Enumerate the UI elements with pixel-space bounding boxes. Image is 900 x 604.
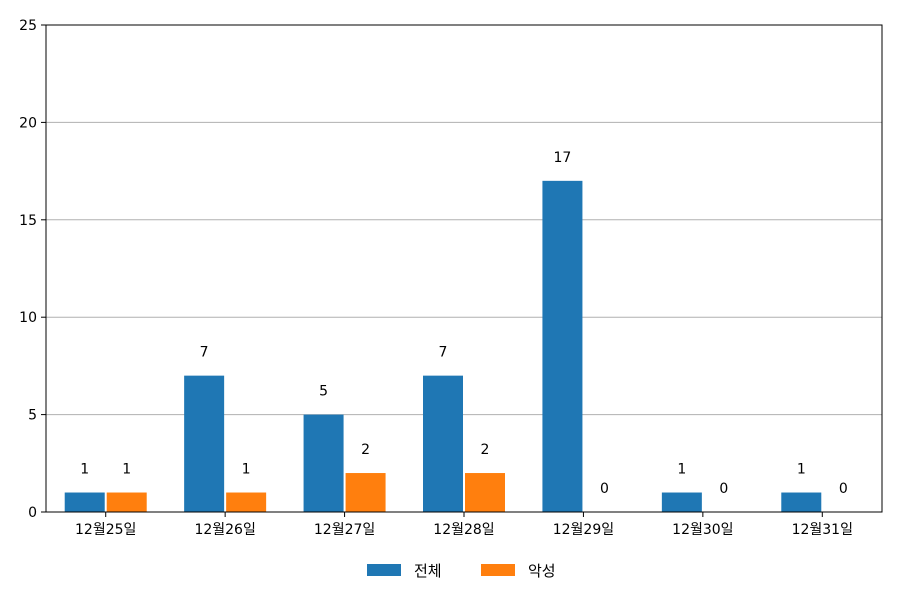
data-label-malicious-5: 0: [719, 481, 728, 497]
bar-malicious-0: [106, 492, 147, 512]
data-label-total-1: 7: [200, 345, 209, 361]
legend-swatch-total: [367, 564, 401, 576]
data-label-total-3: 7: [439, 345, 448, 361]
y-tick-label-20: 20: [19, 115, 37, 131]
data-label-malicious-6: 0: [839, 481, 848, 497]
x-tick-label-2: 12월27일: [314, 522, 375, 538]
data-label-malicious-0: 1: [122, 462, 131, 478]
legend-swatch-malicious: [481, 564, 515, 576]
y-tick-label-5: 5: [28, 408, 37, 424]
legend: 전체 악성: [367, 562, 556, 580]
x-tick-label-6: 12월31일: [792, 522, 853, 538]
y-axis: 0 5 10 15 20 25: [19, 18, 46, 521]
grid-lines: [46, 121, 882, 416]
data-label-malicious-1: 1: [242, 462, 251, 478]
y-tick-label-15: 15: [19, 213, 37, 229]
data-label-malicious-4: 0: [600, 481, 609, 497]
bar-malicious-3: [465, 473, 505, 512]
bar-malicious-1: [226, 492, 267, 512]
bar-total-0: [64, 492, 105, 512]
x-tick-label-3: 12월28일: [433, 522, 494, 538]
bar-total-1: [184, 375, 225, 512]
y-tick-label-25: 25: [19, 18, 37, 34]
bar-total-2: [303, 414, 344, 512]
y-tick-label-10: 10: [19, 310, 37, 326]
data-label-malicious-3: 2: [481, 442, 490, 458]
data-label-malicious-2: 2: [361, 442, 370, 458]
bar-malicious-2: [345, 473, 386, 512]
data-label-total-4: 17: [554, 150, 572, 166]
x-axis: 12월25일 12월26일 12월27일 12월28일 12월29일 12월30일 12월3…: [75, 512, 853, 538]
y-tick-label-0: 0: [28, 505, 37, 521]
data-label-total-0: 1: [80, 462, 89, 478]
bars: [64, 180, 822, 512]
data-label-total-6: 1: [797, 462, 806, 478]
bar-total-5: [661, 492, 702, 512]
bar-total-4: [542, 180, 583, 512]
x-tick-label-1: 12월26일: [194, 522, 255, 538]
x-tick-label-5: 12월30일: [672, 522, 733, 538]
data-label-total-5: 1: [677, 462, 686, 478]
bar-total-6: [781, 492, 822, 512]
bar-total-3: [423, 375, 463, 512]
x-tick-label-0: 12월25일: [75, 522, 136, 538]
legend-label-total: 전체: [414, 562, 442, 580]
legend-label-malicious: 악성: [528, 562, 556, 580]
x-tick-label-4: 12월29일: [553, 522, 614, 538]
data-label-total-2: 5: [319, 384, 328, 400]
plot-frame: [45, 24, 883, 513]
